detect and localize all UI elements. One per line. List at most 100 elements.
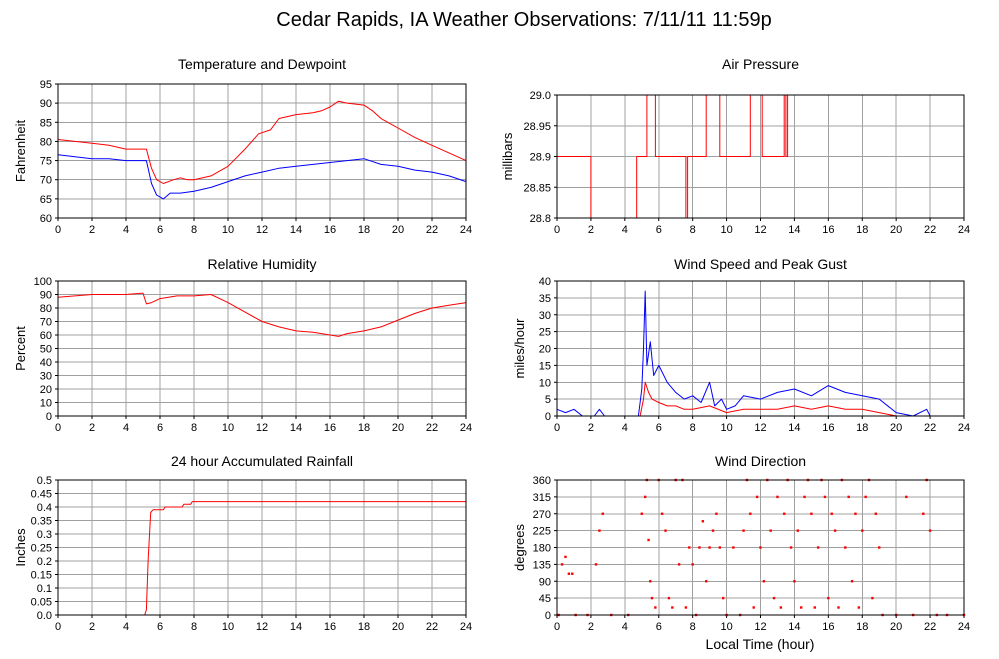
x-tick-label: 16 <box>822 621 834 633</box>
y-tick-label: 5 <box>545 394 551 406</box>
data-point <box>649 580 652 583</box>
x-tick-label: 8 <box>191 224 197 236</box>
data-point <box>783 512 786 515</box>
series-line-0 <box>57 100 467 184</box>
data-point <box>837 606 840 609</box>
data-point <box>643 495 647 499</box>
x-tick-label: 18 <box>856 422 868 434</box>
x-tick-label: 16 <box>822 422 834 434</box>
data-point <box>571 572 574 575</box>
plot-frame <box>556 280 965 417</box>
y-tick-label: 90 <box>40 98 52 110</box>
data-point <box>847 495 850 499</box>
y-axis-label: Fahrenheit <box>13 120 28 183</box>
y-tick-label: 180 <box>533 543 551 555</box>
x-tick-label: 20 <box>890 621 902 633</box>
data-point <box>827 596 830 600</box>
data-point <box>688 546 691 549</box>
series-line-1 <box>57 154 467 200</box>
y-tick-label: 45 <box>539 593 551 605</box>
y-tick-label: 65 <box>40 194 52 206</box>
data-point <box>715 512 718 515</box>
x-tick-label: 20 <box>890 224 902 236</box>
x-tick-label: 12 <box>754 224 766 236</box>
data-point <box>660 512 664 515</box>
chart-title: Wind Direction <box>715 453 806 469</box>
y-tick-label: 0.3 <box>37 529 52 541</box>
x-axis-label: Local Time (hour) <box>706 636 815 652</box>
y-tick-label: 70 <box>40 175 52 187</box>
x-tick-label: 6 <box>656 224 662 236</box>
plot-frame <box>57 280 467 417</box>
y-tick-label: 315 <box>533 492 551 504</box>
y-axis-label: Inches <box>13 528 28 567</box>
data-point <box>830 512 833 515</box>
x-tick-label: 8 <box>191 621 197 633</box>
y-tick-label: 28.8 <box>530 213 551 225</box>
x-tick-label: 20 <box>392 224 404 236</box>
data-point <box>742 529 745 532</box>
x-tick-label: 14 <box>290 224 302 236</box>
data-point <box>671 606 674 609</box>
data-point <box>732 546 735 549</box>
x-tick-label: 12 <box>256 224 268 236</box>
x-tick-label: 20 <box>890 422 902 434</box>
data-point <box>769 529 772 532</box>
data-point <box>711 529 715 532</box>
x-tick-label: 16 <box>324 224 336 236</box>
y-tick-label: 80 <box>40 303 52 315</box>
data-point <box>640 512 643 515</box>
data-point <box>755 495 759 499</box>
x-tick-label: 4 <box>123 422 129 434</box>
x-tick-label: 14 <box>290 422 302 434</box>
x-tick-label: 18 <box>358 621 370 633</box>
x-tick-label: 14 <box>788 621 800 633</box>
y-tick-label: 0.1 <box>37 583 52 595</box>
x-tick-label: 0 <box>554 224 560 236</box>
y-tick-label: 360 <box>533 475 551 487</box>
data-point <box>779 606 783 609</box>
data-point <box>871 596 874 600</box>
x-tick-label: 10 <box>720 422 732 434</box>
y-tick-label: 90 <box>40 290 52 302</box>
y-tick-label: 40 <box>539 276 551 288</box>
data-point <box>598 529 601 532</box>
y-tick-label: 70 <box>40 317 52 329</box>
x-tick-label: 18 <box>856 224 868 236</box>
x-tick-label: 18 <box>358 422 370 434</box>
x-tick-label: 10 <box>720 621 732 633</box>
x-tick-label: 4 <box>622 422 628 434</box>
x-tick-label: 20 <box>392 621 404 633</box>
data-point <box>701 520 705 523</box>
x-tick-label: 8 <box>690 621 696 633</box>
y-tick-label: 30 <box>539 310 551 322</box>
data-point <box>789 546 793 549</box>
y-tick-label: 40 <box>40 357 52 369</box>
y-tick-label: 30 <box>40 371 52 383</box>
chart-title: Temperature and Dewpoint <box>178 56 346 72</box>
y-axis-label: millibars <box>500 132 515 180</box>
x-tick-label: 10 <box>222 621 234 633</box>
figure-title: Cedar Rapids, IA Weather Observations: 7… <box>276 9 771 31</box>
x-tick-label: 8 <box>690 422 696 434</box>
x-tick-label: 18 <box>856 621 868 633</box>
data-point <box>664 529 667 532</box>
data-point <box>654 606 657 609</box>
y-tick-label: 60 <box>40 330 52 342</box>
x-tick-label: 6 <box>157 422 163 434</box>
x-tick-label: 24 <box>460 224 472 236</box>
y-tick-label: 28.85 <box>523 182 551 194</box>
data-point <box>721 596 725 600</box>
y-tick-label: 75 <box>40 156 52 168</box>
y-tick-label: 0.45 <box>31 489 52 501</box>
data-point <box>864 495 867 499</box>
y-tick-label: 0.0 <box>37 610 52 622</box>
data-point <box>776 495 779 499</box>
plot-frame <box>57 479 467 616</box>
x-tick-label: 14 <box>290 621 302 633</box>
data-point <box>762 580 766 583</box>
data-point <box>752 606 755 609</box>
